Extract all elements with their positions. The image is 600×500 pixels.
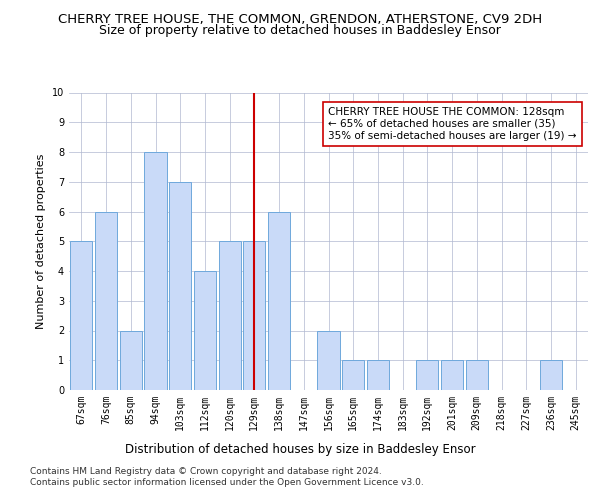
Bar bbox=[145, 152, 167, 390]
Bar bbox=[367, 360, 389, 390]
Bar bbox=[441, 360, 463, 390]
Bar bbox=[268, 212, 290, 390]
Text: CHERRY TREE HOUSE THE COMMON: 128sqm
← 65% of detached houses are smaller (35)
3: CHERRY TREE HOUSE THE COMMON: 128sqm ← 6… bbox=[329, 108, 577, 140]
Bar bbox=[95, 212, 117, 390]
Text: Distribution of detached houses by size in Baddesley Ensor: Distribution of detached houses by size … bbox=[125, 442, 475, 456]
Text: Size of property relative to detached houses in Baddesley Ensor: Size of property relative to detached ho… bbox=[99, 24, 501, 37]
Bar bbox=[119, 330, 142, 390]
Bar bbox=[218, 242, 241, 390]
Bar bbox=[416, 360, 439, 390]
Y-axis label: Number of detached properties: Number of detached properties bbox=[37, 154, 46, 329]
Bar bbox=[540, 360, 562, 390]
Bar bbox=[243, 242, 265, 390]
Bar bbox=[342, 360, 364, 390]
Bar bbox=[70, 242, 92, 390]
Bar bbox=[466, 360, 488, 390]
Bar bbox=[317, 330, 340, 390]
Text: CHERRY TREE HOUSE, THE COMMON, GRENDON, ATHERSTONE, CV9 2DH: CHERRY TREE HOUSE, THE COMMON, GRENDON, … bbox=[58, 12, 542, 26]
Text: Contains HM Land Registry data © Crown copyright and database right 2024.
Contai: Contains HM Land Registry data © Crown c… bbox=[30, 468, 424, 487]
Bar bbox=[194, 271, 216, 390]
Bar bbox=[169, 182, 191, 390]
